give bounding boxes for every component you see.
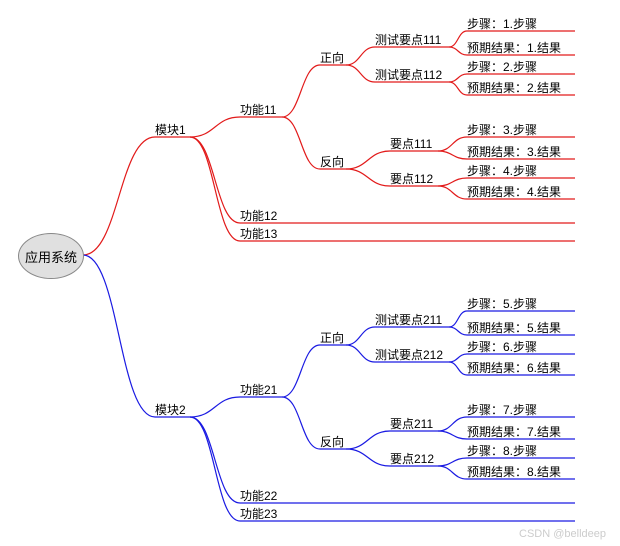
tree-node: 正向 [320, 49, 344, 66]
tree-node: 步骤：6.步骤 [467, 338, 537, 355]
tree-node: 预期结果：3.结果 [467, 143, 561, 160]
tree-node: 步骤：4.步骤 [467, 162, 537, 179]
tree-node: 反向 [320, 153, 344, 170]
tree-node: 功能23 [240, 505, 277, 522]
tree-node: 功能12 [240, 207, 277, 224]
tree-node: 功能22 [240, 487, 277, 504]
tree-node: 要点111 [390, 135, 432, 152]
tree-node: 测试要点111 [375, 31, 441, 48]
tree-node: 模块1 [155, 121, 186, 138]
tree-node: 功能21 [240, 381, 277, 398]
tree-node: 步骤：8.步骤 [467, 442, 537, 459]
tree-node: 预期结果：7.结果 [467, 423, 561, 440]
tree-node: 测试要点211 [375, 311, 442, 328]
tree-node: 预期结果：5.结果 [467, 319, 561, 336]
tree-node: 模块2 [155, 401, 186, 418]
root-label: 应用系统 [25, 247, 77, 266]
tree-node: 步骤：5.步骤 [467, 295, 537, 312]
tree-node: 测试要点112 [375, 66, 442, 83]
tree-node: 要点112 [390, 170, 433, 187]
tree-node: 步骤：3.步骤 [467, 121, 537, 138]
tree-node: 步骤：1.步骤 [467, 15, 537, 32]
tree-node: 步骤：2.步骤 [467, 58, 537, 75]
tree-node: 要点212 [390, 450, 434, 467]
tree-node: 反向 [320, 433, 344, 450]
tree-node: 测试要点212 [375, 346, 443, 363]
root-node: 应用系统 [18, 233, 84, 279]
tree-node: 功能13 [240, 225, 277, 242]
tree-node: 正向 [320, 329, 344, 346]
tree-node: 步骤：7.步骤 [467, 401, 537, 418]
tree-node: 预期结果：8.结果 [467, 463, 561, 480]
tree-node: 功能11 [240, 101, 276, 118]
tree-node: 要点211 [390, 415, 433, 432]
tree-node: 预期结果：6.结果 [467, 359, 561, 376]
watermark: CSDN @belldeep [519, 528, 606, 540]
tree-node: 预期结果：2.结果 [467, 79, 561, 96]
tree-node: 预期结果：1.结果 [467, 39, 561, 56]
tree-node: 预期结果：4.结果 [467, 183, 561, 200]
